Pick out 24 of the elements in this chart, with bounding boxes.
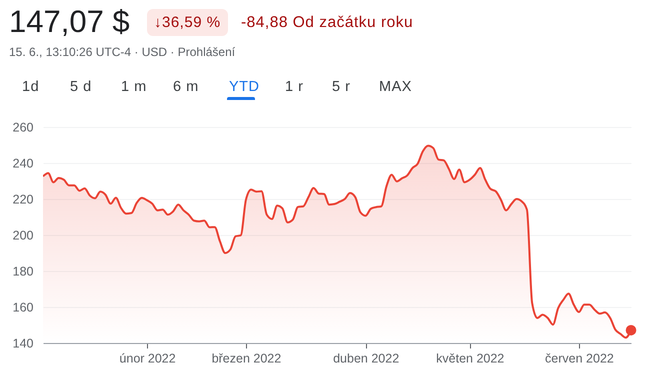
x-tick-label: březen 2022	[212, 352, 282, 366]
x-tick-label: únor 2022	[119, 352, 176, 366]
text: 1d	[22, 79, 40, 95]
text: ↓36,59 %	[147, 9, 228, 36]
text: -84,88 Od začátku roku	[241, 14, 414, 32]
y-tick-label: 140	[12, 336, 34, 350]
chart-title: 147,07 $	[9, 4, 130, 40]
chart-subtitle: 15. 6., 13:10:26 UTC-4 · USD · Prohlášení	[9, 45, 236, 59]
text: 5 r	[332, 79, 350, 95]
text: YTD	[229, 79, 260, 95]
text: 1 r	[285, 79, 304, 95]
y-tick-label: 180	[12, 264, 34, 278]
x-tick-label: květen 2022	[436, 352, 504, 366]
text: 6 m	[173, 79, 199, 95]
text: MAX	[379, 79, 412, 95]
text: 5 d	[70, 79, 92, 95]
x-tick-label: červen 2022	[545, 352, 614, 366]
y-tick-label: 240	[12, 156, 34, 170]
text: 1 m	[121, 79, 147, 95]
x-tick-label: duben 2022	[333, 352, 400, 366]
y-tick-label: 160	[12, 300, 34, 314]
y-tick-label: 260	[12, 120, 34, 134]
y-tick-label: 200	[12, 228, 34, 242]
y-tick-label: 220	[12, 192, 34, 206]
